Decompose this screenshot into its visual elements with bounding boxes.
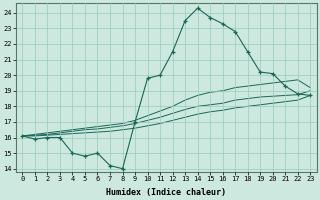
X-axis label: Humidex (Indice chaleur): Humidex (Indice chaleur): [106, 188, 226, 197]
